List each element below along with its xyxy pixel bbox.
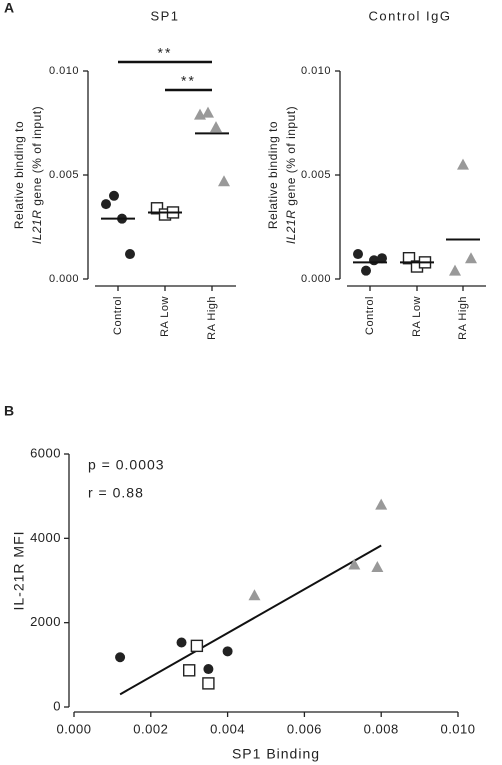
x-tick-label: RA High xyxy=(206,296,218,340)
y-axis-label: Relative binding to xyxy=(266,121,280,229)
y-tick-label: 4000 xyxy=(30,530,61,545)
point xyxy=(348,558,361,570)
annotation: r = 0.88 xyxy=(88,485,144,501)
y-tick-label: 2000 xyxy=(30,614,61,629)
x-tick-label: Control xyxy=(364,296,376,335)
point xyxy=(371,561,384,573)
chart-title: Control IgG xyxy=(369,8,452,23)
y-axis-label-rest: gene (% of input) xyxy=(284,106,298,210)
point xyxy=(210,121,222,133)
x-tick-label: 0.008 xyxy=(364,721,399,736)
y-tick-label: 0.005 xyxy=(49,169,79,181)
y-tick-label: 0.010 xyxy=(301,65,331,77)
point xyxy=(203,664,214,675)
annotation: p = 0.0003 xyxy=(88,457,165,473)
point xyxy=(218,175,230,187)
x-tick-label: 0.004 xyxy=(210,721,245,736)
x-tick-label: 0.002 xyxy=(133,721,168,736)
significance-label: ** xyxy=(181,73,196,89)
y-axis-label-rest: gene (% of input) xyxy=(30,106,44,210)
y-tick-label: 0.010 xyxy=(49,65,79,77)
y-axis-label-italic: IL21R xyxy=(30,210,44,245)
point xyxy=(109,190,119,201)
x-tick-label: RA High xyxy=(457,296,469,340)
x-tick-label: 0.006 xyxy=(287,721,322,736)
point xyxy=(222,646,233,657)
x-tick-label: Control xyxy=(112,296,124,335)
x-tick-label: RA Low xyxy=(411,296,423,337)
y-axis-label: Relative binding to xyxy=(12,121,26,229)
chart-title: SP1 xyxy=(150,8,179,23)
y-axis-label: IL21R gene (% of input) xyxy=(284,106,298,244)
point xyxy=(377,253,387,264)
point xyxy=(190,639,204,653)
point xyxy=(402,251,416,265)
point xyxy=(115,652,126,663)
y-tick-label: 0.000 xyxy=(301,273,331,285)
y-axis-label-italic: IL21R xyxy=(284,210,298,245)
y-axis-label: IL21R gene (% of input) xyxy=(30,106,44,244)
point xyxy=(150,202,164,215)
x-tick-label: 0.010 xyxy=(440,721,475,736)
point xyxy=(353,249,363,260)
significance-label: ** xyxy=(158,45,173,61)
y-axis-label: IL-21R MFI xyxy=(11,530,27,610)
x-tick-label: RA Low xyxy=(159,296,171,337)
fit-line xyxy=(119,544,382,696)
point xyxy=(457,158,469,170)
point xyxy=(202,677,215,690)
point xyxy=(465,252,477,264)
y-tick-label: 0.005 xyxy=(301,169,331,181)
y-tick-label: 6000 xyxy=(30,445,61,460)
y-tick-label: 0.000 xyxy=(49,273,79,285)
panel-label: A xyxy=(4,0,15,16)
point xyxy=(101,199,111,210)
x-axis-label: SP1 Binding xyxy=(232,746,320,762)
point xyxy=(176,637,187,648)
panel-label: B xyxy=(4,403,15,419)
point xyxy=(361,265,371,276)
point xyxy=(202,106,214,118)
y-tick-label: 0 xyxy=(53,698,61,713)
point xyxy=(125,249,135,260)
x-tick-label: 0.000 xyxy=(56,721,91,736)
point xyxy=(375,498,388,510)
point xyxy=(182,664,196,677)
point xyxy=(248,589,261,601)
point xyxy=(449,264,461,276)
